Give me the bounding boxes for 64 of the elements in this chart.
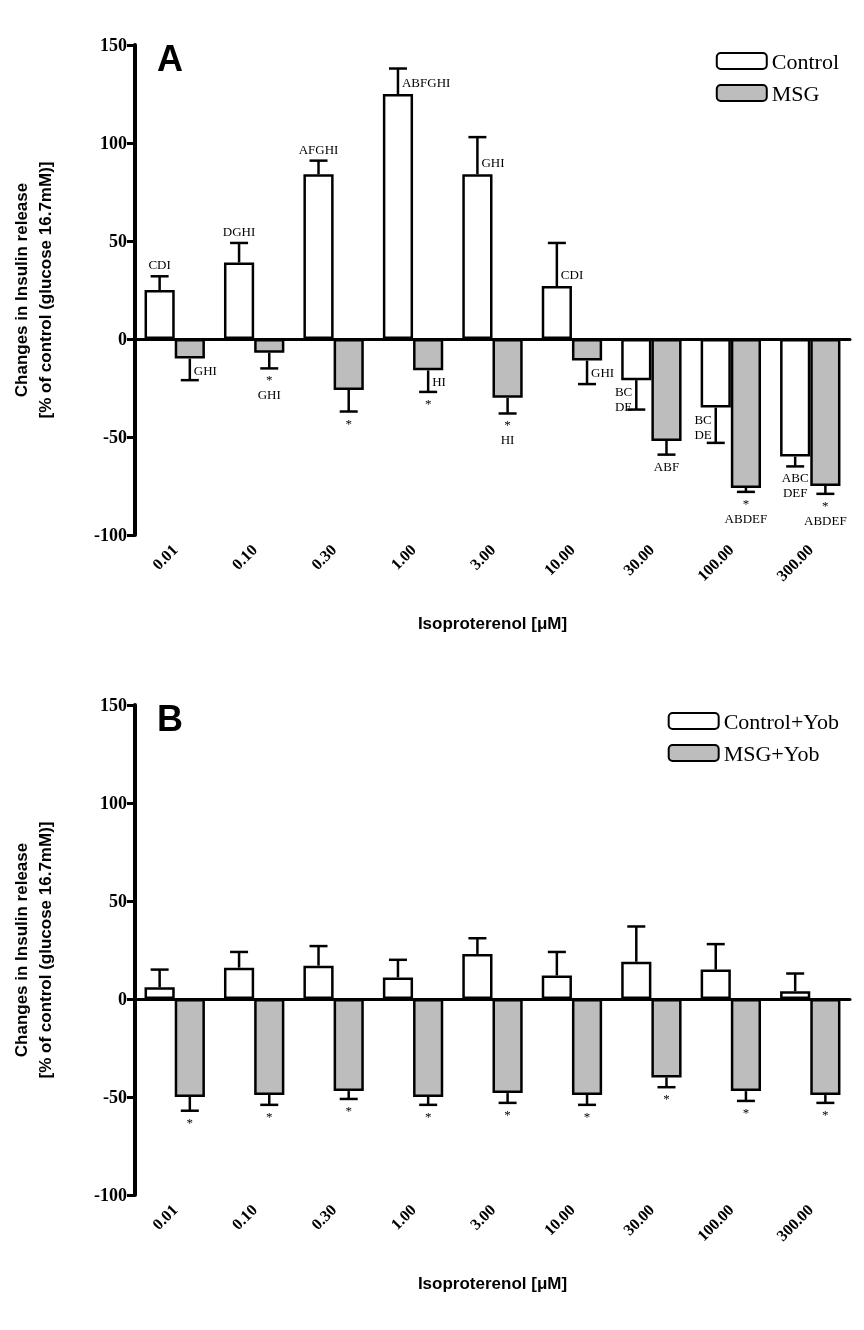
annotation: A [157,37,183,79]
annotation: GHI [193,362,217,378]
annotation: BC DE [614,384,633,415]
annotation: CDI [148,257,171,273]
legend-label: MSG+Yob [723,740,820,766]
annotation: * [345,1102,352,1118]
annotation: GHI [257,387,281,403]
annotation: BC DE [694,411,712,442]
x-tick-label: 3.00 [466,540,499,573]
x-tick-label: 0.10 [228,540,261,573]
y-tick-label: 100 [100,793,127,813]
annotation: * [742,1104,750,1120]
annotation: HI [500,432,515,448]
y-tick-label: 100 [100,133,127,153]
x-tick-label: 1.00 [387,540,420,573]
annotation: ABFGHI [401,75,451,90]
annotation: * [266,1108,273,1124]
x-tick-label: 0.30 [307,1200,340,1233]
annotation: * [742,495,750,511]
annotation: * [424,395,432,411]
x-tick-label: 3.00 [466,1200,499,1233]
annotation: * [822,497,829,513]
y-tick-label: -50 [103,1087,127,1107]
y-tick-label: 50 [109,891,127,911]
annotation: * [504,417,511,433]
y-tick-label: -50 [103,427,127,447]
annotation: HI [432,374,446,390]
x-tick-label: 0.01 [148,1200,181,1233]
annotation: * [345,415,352,431]
y-axis-title: Changes in Insulin release [% of control (glucose 16.7mM)] [11,821,55,1079]
x-axis-title: Isoproterenol [μM] [417,1274,568,1293]
y-tick-label: 150 [100,35,127,55]
annotation: B [157,697,183,739]
x-tick-label: 0.30 [307,540,340,573]
y-tick-label: 0 [118,329,127,349]
x-axis-title: Isoproterenol [μM] [417,614,568,633]
annotation: * [186,1114,194,1130]
y-tick-label: 50 [109,231,127,251]
annotation: ABF [653,458,680,474]
annotation: CDI [560,267,584,283]
annotation: DGHI [222,223,256,239]
annotation: ABDEF [724,510,768,526]
x-tick-label: 1.00 [387,1200,420,1233]
y-axis-title: Changes in Insulin release [% of control (glucose 16.7mM)] [11,161,55,419]
annotation: * [822,1106,829,1122]
y-tick-label: -100 [94,525,127,545]
y-tick-label: 0 [118,989,127,1009]
legend-label: Control [771,48,840,74]
annotation: * [663,1091,670,1107]
annotation: * [266,372,273,388]
annotation: AFGHI [298,141,339,157]
annotation: ABC DEF [781,470,809,501]
legend-label: Control+Yob [723,708,840,734]
annotation: ABDEF [804,512,847,528]
annotation: GHI [591,364,615,380]
legend-label: MSG [771,80,820,106]
annotation: * [504,1106,511,1122]
annotation: GHI [481,155,505,171]
y-tick-label: 150 [100,695,127,715]
x-tick-label: 0.10 [228,1200,261,1233]
annotation: * [424,1108,432,1124]
y-tick-label: -100 [94,1185,127,1205]
annotation: * [583,1108,591,1124]
x-tick-label: 0.01 [148,540,181,573]
